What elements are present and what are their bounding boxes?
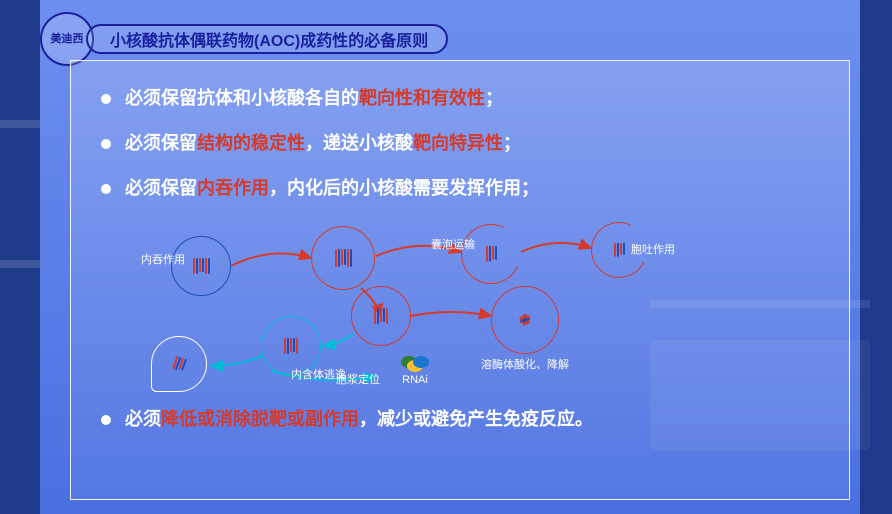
bullet-dot	[101, 184, 111, 194]
bullet-dot	[101, 139, 111, 149]
diagram-node	[491, 286, 559, 354]
process-diagram: 内吞作用囊泡运输胞吐作用溶酶体酸化、降解内含体逃逸胞浆定位RNAi	[101, 216, 819, 396]
arrow	[211, 356, 263, 366]
arrow	[411, 312, 491, 316]
bullet-item: 必须降低或消除脱靶或副作用，减少或避免产生免疫反应。	[101, 406, 819, 433]
header: 美迪西 小核酸抗体偶联药物(AOC)成药性的必备原则	[40, 12, 448, 66]
diagram-label: 胞浆定位	[336, 371, 380, 387]
page-title: 小核酸抗体偶联药物(AOC)成药性的必备原则	[86, 24, 448, 54]
bullet-text: 必须保留抗体和小核酸各自的靶向性和有效性；	[125, 85, 503, 112]
bullet-item: 必须保留内吞作用，内化后的小核酸需要发挥作用；	[101, 175, 819, 202]
diagram-node	[351, 286, 411, 346]
diagram-node	[453, 216, 530, 293]
bullet-dot	[101, 415, 111, 425]
diagram-label: 内吞作用	[141, 251, 185, 267]
title-text: 小核酸抗体偶联药物(AOC)成药性的必备原则	[110, 27, 428, 51]
bullet-text: 必须保留内吞作用，内化后的小核酸需要发挥作用；	[125, 175, 539, 202]
diagram-node	[151, 336, 207, 392]
bullet-text: 必须保留结构的稳定性，递送小核酸靶向特异性；	[125, 130, 521, 157]
arrow	[521, 243, 591, 252]
diagram-label: 胞吐作用	[631, 241, 675, 257]
slide-stage: 美迪西 小核酸抗体偶联药物(AOC)成药性的必备原则 必须保留抗体和小核酸各自的…	[0, 0, 892, 514]
bullet-list-bottom: 必须降低或消除脱靶或副作用，减少或避免产生免疫反应。	[101, 406, 819, 433]
arrow	[323, 334, 353, 346]
bullet-item: 必须保留结构的稳定性，递送小核酸靶向特异性；	[101, 130, 819, 157]
bullet-list-top: 必须保留抗体和小核酸各自的靶向性和有效性； 必须保留结构的稳定性，递送小核酸靶向特…	[101, 85, 819, 202]
content-panel: 必须保留抗体和小核酸各自的靶向性和有效性； 必须保留结构的稳定性，递送小核酸靶向特…	[70, 60, 850, 500]
diagram-label: 溶酶体酸化、降解	[481, 356, 569, 372]
bullet-dot	[101, 94, 111, 104]
arrow	[231, 254, 311, 267]
diagram-node	[311, 226, 375, 290]
bullet-item: 必须保留抗体和小核酸各自的靶向性和有效性；	[101, 85, 819, 112]
bullet-text: 必须降低或消除脱靶或副作用，减少或避免产生免疫反应。	[125, 406, 593, 433]
diagram-label: 囊泡运输	[431, 236, 475, 252]
rnai-icon: RNAi	[401, 356, 429, 386]
